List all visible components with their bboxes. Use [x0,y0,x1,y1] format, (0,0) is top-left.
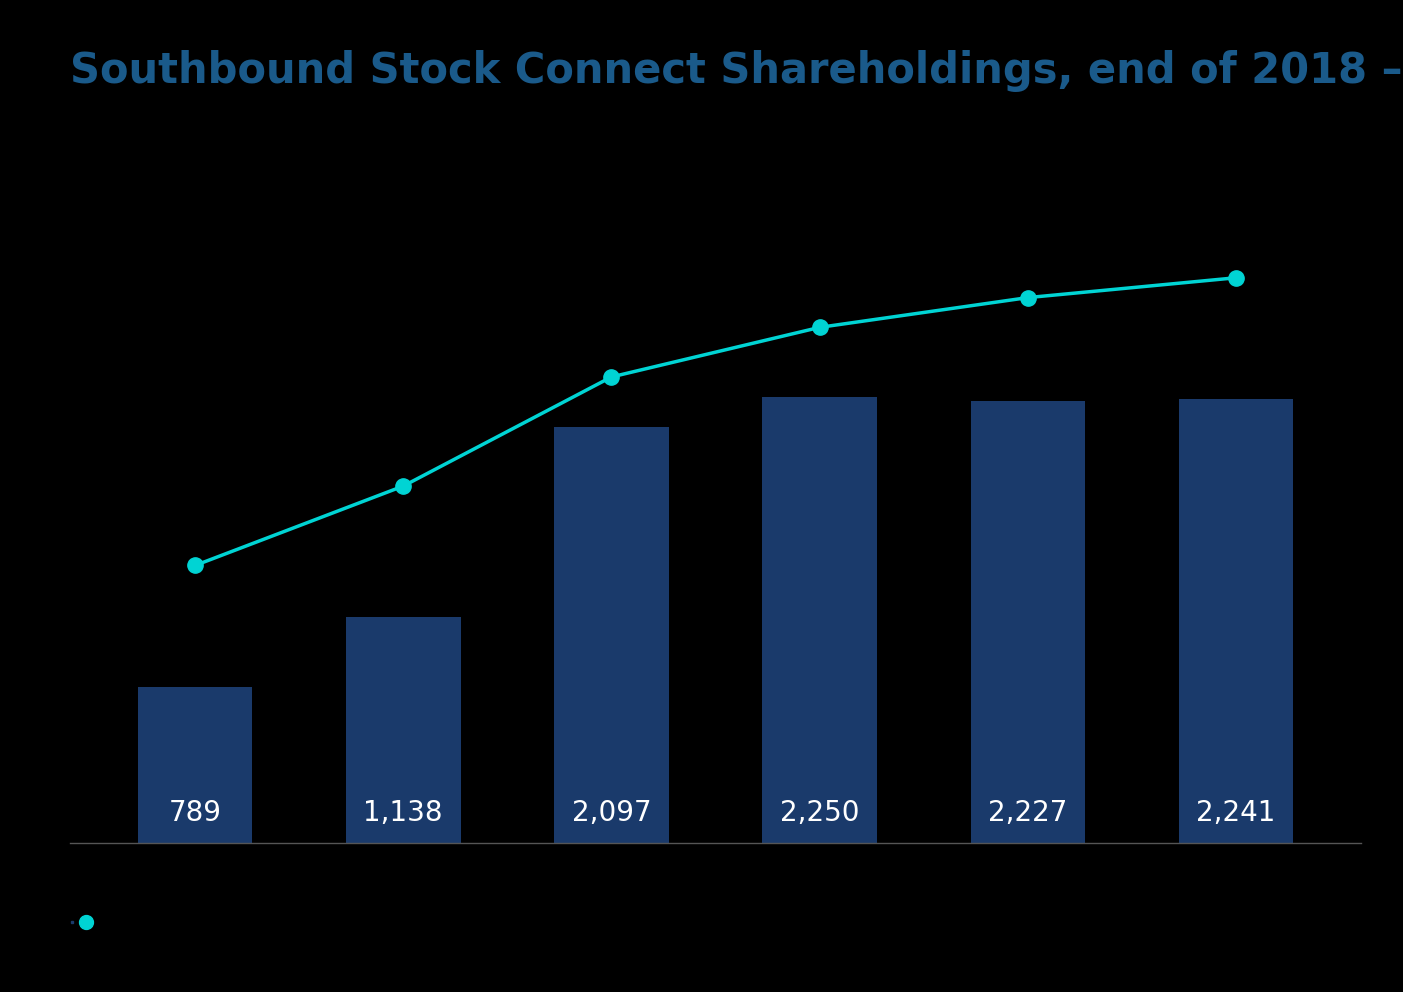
Bar [137,686,253,843]
Text: 789: 789 [168,800,222,827]
Legend: , : , [70,921,87,924]
Bar [762,397,877,843]
Text: 2,250: 2,250 [780,800,860,827]
Bar [1179,399,1294,843]
Text: 2,241: 2,241 [1197,800,1275,827]
Bar [347,617,460,843]
Bar [554,428,669,843]
Text: 1,138: 1,138 [363,800,443,827]
Text: 2,097: 2,097 [571,800,651,827]
Text: 2,227: 2,227 [988,800,1068,827]
Text: Southbound Stock Connect Shareholdings, end of 2018 – end of 1H 2023: Southbound Stock Connect Shareholdings, … [70,50,1403,91]
Bar [971,402,1085,843]
